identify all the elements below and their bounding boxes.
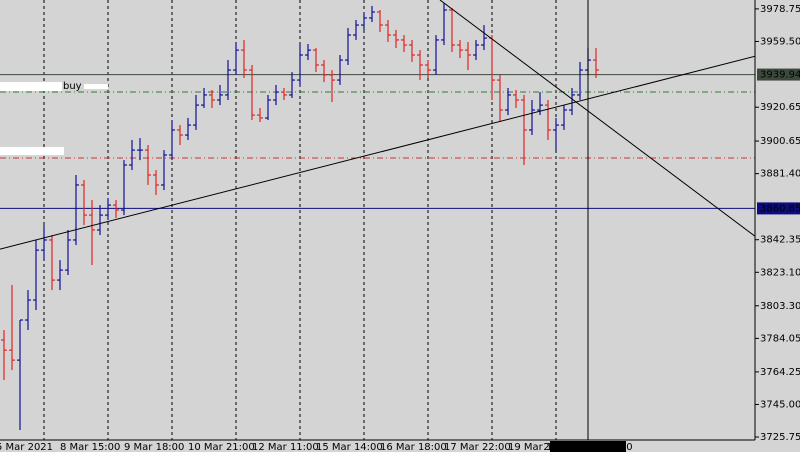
level-tag-label: 3939.94 — [760, 70, 800, 81]
y-tick-label: 3823.10 — [760, 267, 800, 278]
trendline — [439, 0, 755, 237]
x-tick-label: 8 Mar 15:00 — [60, 442, 120, 452]
y-tick-label: 3881.40 — [760, 169, 800, 180]
y-tick-label: 3764.25 — [760, 367, 800, 378]
y-tick-label: 3745.00 — [760, 399, 800, 410]
y-tick-label: 3959.50 — [760, 36, 800, 47]
x-tick-label: 19 Mar 1 — [508, 442, 552, 452]
y-tick-label: 3725.75 — [760, 432, 800, 443]
x-tick-label: 5 Mar 2021 — [0, 442, 53, 452]
crosshair-label: 2021.03.22 19:00 — [543, 442, 632, 452]
level-tag — [757, 68, 800, 81]
level-tag-label: 3860.85 — [760, 203, 800, 214]
y-tick-label: 3920.65 — [760, 102, 800, 113]
redaction — [0, 82, 62, 92]
redaction — [84, 84, 108, 90]
x-tick-label: 17 Mar 22:00 — [444, 442, 511, 452]
x-tick-label: 16 Mar 18:00 — [380, 442, 447, 452]
y-tick-label: 3978.75 — [760, 4, 800, 15]
plot-area: buy — [0, 0, 755, 440]
y-tick-label: 3842.35 — [760, 235, 800, 246]
x-tick-label: 9 Mar 18:00 — [124, 442, 184, 452]
redaction — [0, 147, 64, 156]
level-tag — [757, 202, 800, 215]
y-tick-label: 3900.65 — [760, 136, 800, 147]
y-tick-label: 3803.30 — [760, 301, 800, 312]
crosshair-tag — [550, 441, 626, 452]
x-tick-label: 10 Mar 21:00 — [188, 442, 255, 452]
level-label: buy — [63, 81, 82, 92]
y-tick-label: 3784.05 — [760, 333, 800, 344]
x-tick-label: 12 Mar 11:00 — [252, 442, 319, 452]
trendline — [0, 55, 755, 250]
x-tick-label: 15 Mar 14:00 — [316, 442, 383, 452]
